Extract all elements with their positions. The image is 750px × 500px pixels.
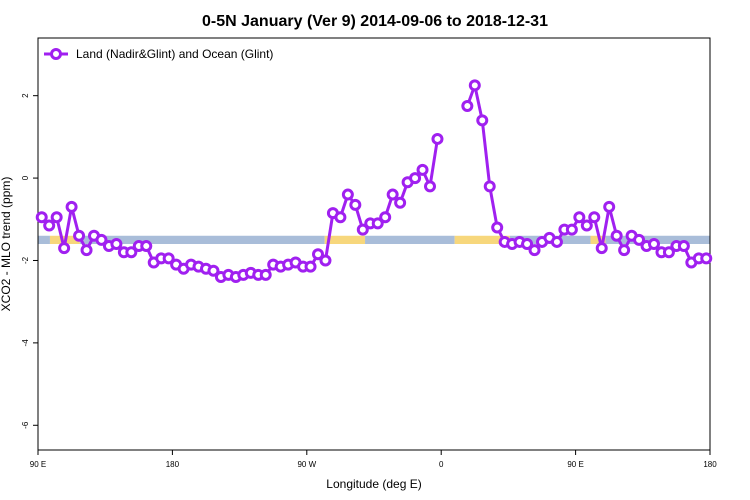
- data-point: [312, 248, 324, 261]
- data-point: [43, 219, 56, 232]
- y-tick-label: 0: [21, 175, 30, 180]
- surface-band: [324, 235, 366, 244]
- data-point: [125, 246, 138, 259]
- x-tick-label: 0: [439, 460, 444, 469]
- data-point: [162, 252, 175, 265]
- data-point: [371, 217, 384, 230]
- data-point: [431, 132, 444, 145]
- x-tick-label: 90 E: [30, 460, 46, 469]
- y-axis-label: XCO2 - MLO trend (ppm): [0, 177, 13, 312]
- x-axis-label: Longitude (deg E): [326, 477, 421, 491]
- data-point: [476, 114, 489, 127]
- x-tick-label: 90 E: [567, 460, 583, 469]
- data-point: [394, 196, 407, 209]
- data-point: [386, 188, 399, 201]
- data-point: [356, 223, 369, 236]
- data-point: [588, 211, 601, 224]
- data-point: [648, 238, 660, 250]
- data-point: [580, 219, 593, 232]
- data-point: [409, 172, 422, 185]
- data-point: [491, 221, 504, 234]
- data-point: [565, 223, 578, 236]
- data-point: [603, 200, 616, 213]
- data-point: [573, 211, 586, 224]
- data-point: [700, 252, 713, 265]
- data-point: [73, 229, 86, 242]
- surface-band: [79, 235, 325, 244]
- data-point: [618, 244, 631, 257]
- plot-frame: [37, 37, 711, 451]
- surface-band: [365, 235, 455, 244]
- data-point: [677, 240, 690, 253]
- x-tick-label: 180: [703, 460, 717, 469]
- data-point: [80, 244, 93, 257]
- data-point: [110, 238, 123, 250]
- data-point: [424, 180, 436, 193]
- chart-title: 0-5N January (Ver 9) 2014-09-06 to 2018-…: [202, 13, 548, 30]
- y-tick-label: -6: [21, 421, 30, 429]
- x-tick-label: 90 W: [297, 460, 316, 469]
- data-point: [349, 198, 362, 211]
- data-point: [35, 211, 48, 224]
- surface-band: [590, 235, 606, 244]
- data-point: [610, 229, 623, 242]
- y-tick-label: -2: [21, 256, 30, 264]
- y-tick-label: 2: [21, 93, 30, 98]
- x-tick-label: 180: [166, 460, 180, 469]
- data-point: [259, 268, 272, 281]
- data-point: [416, 163, 429, 176]
- data-point: [595, 242, 608, 255]
- data-point: [207, 264, 220, 277]
- data-point: [50, 211, 63, 224]
- data-point: [341, 188, 354, 201]
- y-tick-label: -4: [21, 339, 30, 347]
- data-point: [528, 244, 541, 257]
- surface-band: [454, 235, 510, 244]
- data-point: [550, 235, 563, 248]
- data-point: [140, 240, 153, 253]
- data-point: [58, 242, 71, 255]
- data-point: [304, 260, 317, 273]
- data-point: [633, 233, 646, 246]
- data-point: [319, 254, 332, 267]
- legend-label: Land (Nadir&Glint) and Ocean (Glint): [76, 47, 273, 61]
- data-point: [521, 238, 534, 250]
- data-point: [379, 211, 392, 224]
- data-point: [483, 180, 496, 193]
- data-point: [95, 233, 108, 246]
- data-point: [334, 211, 347, 224]
- data-point: [65, 200, 78, 213]
- data-point: [468, 79, 481, 92]
- legend-marker: [50, 48, 62, 60]
- data-point: [662, 246, 675, 259]
- data-point: [461, 99, 474, 112]
- surface-band: [38, 235, 50, 244]
